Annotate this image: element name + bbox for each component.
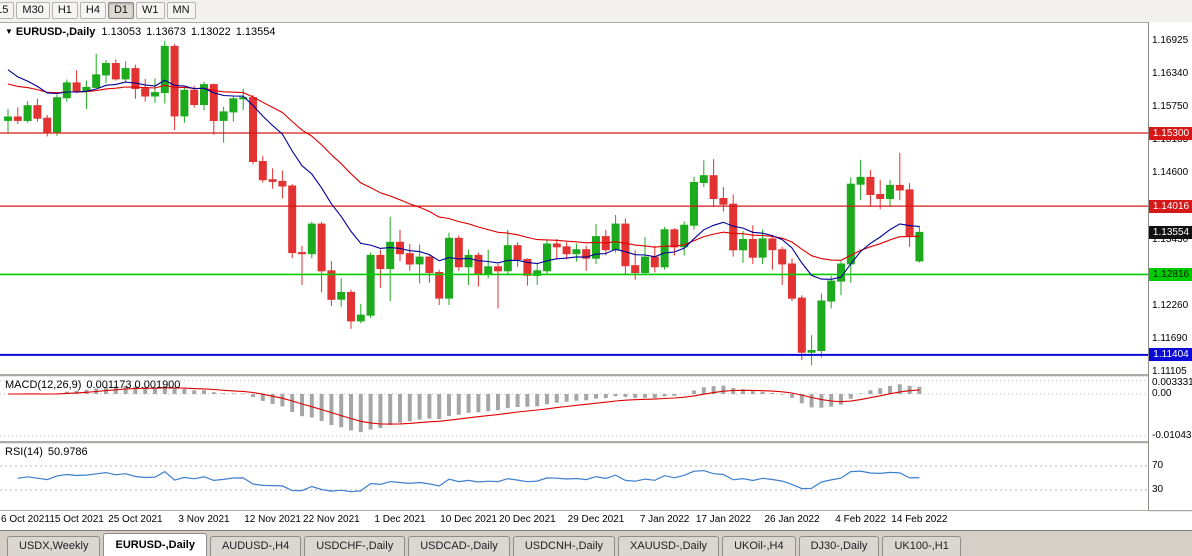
candlesticks <box>4 40 924 366</box>
chart-tab-bar: USDX,Weekly EURUSD-,Daily AUDUSD-,H4 USDCHF… <box>0 530 1192 556</box>
tab-uk100-h1[interactable]: UK100-,H1 <box>882 536 961 556</box>
rsi-indicator-pane[interactable] <box>0 443 1148 509</box>
price-scale[interactable]: 1.169251.163401.157501.151851.146001.140… <box>1148 22 1192 510</box>
date-axis-label: 14 Feb 2022 <box>891 514 948 525</box>
price-axis-label: 1.11105 <box>1152 365 1187 377</box>
ohlc-high: 1.13673 <box>146 26 186 38</box>
ma-fast-line <box>7 69 920 280</box>
tab-usdcad-daily[interactable]: USDCAD-,Daily <box>408 536 510 556</box>
timeframe-button-d1[interactable]: D1 <box>107 2 134 19</box>
rsi-value: 50.9786 <box>47 446 88 458</box>
ohlc-open: 1.13053 <box>101 26 142 38</box>
timeframe-button-m30[interactable]: M30 <box>16 2 50 19</box>
price-axis-label: 1.16925 <box>1152 34 1189 46</box>
macd-name: MACD(12,26,9) <box>5 379 82 391</box>
date-axis-label: 12 Nov 2021 <box>244 514 301 525</box>
date-axis-label: 22 Nov 2021 <box>303 514 360 525</box>
chart-symbol-label: EURUSD-,Daily <box>15 26 96 38</box>
time-axis[interactable]: 6 Oct 2021 15 Oct 2021 25 Oct 2021 3 Nov 20… <box>0 511 1148 530</box>
timeframe-button-m15[interactable]: M15 <box>0 2 15 19</box>
tab-xauusd-daily[interactable]: XAUUSD-,Daily <box>618 536 720 556</box>
price-marker-1.11404: 1.11404 <box>1149 348 1192 362</box>
tab-dj30-daily[interactable]: DJ30-,Daily <box>798 536 880 556</box>
tab-usdx-weekly[interactable]: USDX,Weekly <box>7 536 101 556</box>
timeframe-toolbar: M15M30H1H4D1W1MN <box>0 0 1192 23</box>
date-axis-label: 3 Nov 2021 <box>178 514 230 525</box>
price-marker-1.12816: 1.12816 <box>1149 267 1192 281</box>
rsi-name: RSI(14) <box>5 446 43 458</box>
macd-indicator-pane[interactable] <box>0 376 1148 440</box>
rsi-axis-label: 30 <box>1152 484 1164 495</box>
date-axis-label: 1 Dec 2021 <box>374 514 426 525</box>
price-axis-label: 1.13430 <box>1152 233 1189 245</box>
ma-slow-line <box>7 83 920 261</box>
chart-menu-icon[interactable]: ▼ <box>5 27 13 36</box>
timeframe-button-w1[interactable]: W1 <box>136 2 165 19</box>
date-axis-label: 29 Dec 2021 <box>567 514 625 525</box>
price-axis-label: 1.14600 <box>1152 166 1189 178</box>
price-axis-label: 1.16340 <box>1152 67 1189 79</box>
date-axis-label: 4 Feb 2022 <box>835 514 886 525</box>
date-axis-label: 15 Oct 2021 <box>49 514 104 525</box>
date-axis-label: 10 Dec 2021 <box>440 514 497 525</box>
price-marker-1.14016: 1.14016 <box>1149 199 1192 213</box>
tab-eurusd-daily[interactable]: EURUSD-,Daily <box>103 533 207 556</box>
ohlc-close: 1.13554 <box>235 26 276 38</box>
date-axis-label: 25 Oct 2021 <box>108 514 163 525</box>
tab-audusd-h4[interactable]: AUDUSD-,H4 <box>209 536 302 556</box>
macd-label: MACD(12,26,9) 0.001173 0.001900 <box>5 379 180 391</box>
macd-signal-line <box>8 387 920 425</box>
price-marker-1.15300: 1.15300 <box>1149 126 1192 140</box>
date-axis-label: 20 Dec 2021 <box>499 514 556 525</box>
timeframe-button-h4[interactable]: H4 <box>79 2 106 19</box>
price-axis-label: 1.11690 <box>1152 332 1188 344</box>
timeframe-button-h1[interactable]: H1 <box>51 2 78 19</box>
tab-ukoil-h4[interactable]: UKOil-,H4 <box>722 536 796 556</box>
pane-splitter-macd[interactable] <box>0 374 1192 377</box>
tab-usdchf-daily[interactable]: USDCHF-,Daily <box>304 536 406 556</box>
timeframe-button-mn[interactable]: MN <box>166 2 196 19</box>
rsi-label: RSI(14) 50.9786 <box>5 446 88 458</box>
rsi-line <box>17 469 920 493</box>
price-axis-label: 1.12260 <box>1152 300 1189 312</box>
rsi-axis-label: 70 <box>1152 460 1164 471</box>
chart-title: ▼ EURUSD-,Daily 1.13053 1.13673 1.13022 1.135… <box>5 26 280 38</box>
price-chart-pane[interactable] <box>0 22 1148 374</box>
date-axis-label: 26 Jan 2022 <box>764 514 820 525</box>
date-axis-label: 7 Jan 2022 <box>639 514 690 525</box>
ohlc-low: 1.13022 <box>190 26 231 38</box>
macd-values: 0.001173 0.001900 <box>86 379 181 391</box>
tab-usdcnh-daily[interactable]: USDCNH-,Daily <box>512 536 616 556</box>
macd-axis-label: 0.00 <box>1152 388 1172 399</box>
price-marker-1.13554: 1.13554 <box>1149 225 1192 239</box>
macd-axis-label: -0.010435 <box>1152 429 1192 441</box>
date-axis-label: 6 Oct 2021 <box>1 514 50 525</box>
date-axis-label: 17 Jan 2022 <box>695 514 751 525</box>
price-axis-label: 1.15750 <box>1152 101 1189 113</box>
macd-axis-label: 0.003331 <box>1152 377 1192 388</box>
pane-splitter-rsi[interactable] <box>0 441 1192 444</box>
